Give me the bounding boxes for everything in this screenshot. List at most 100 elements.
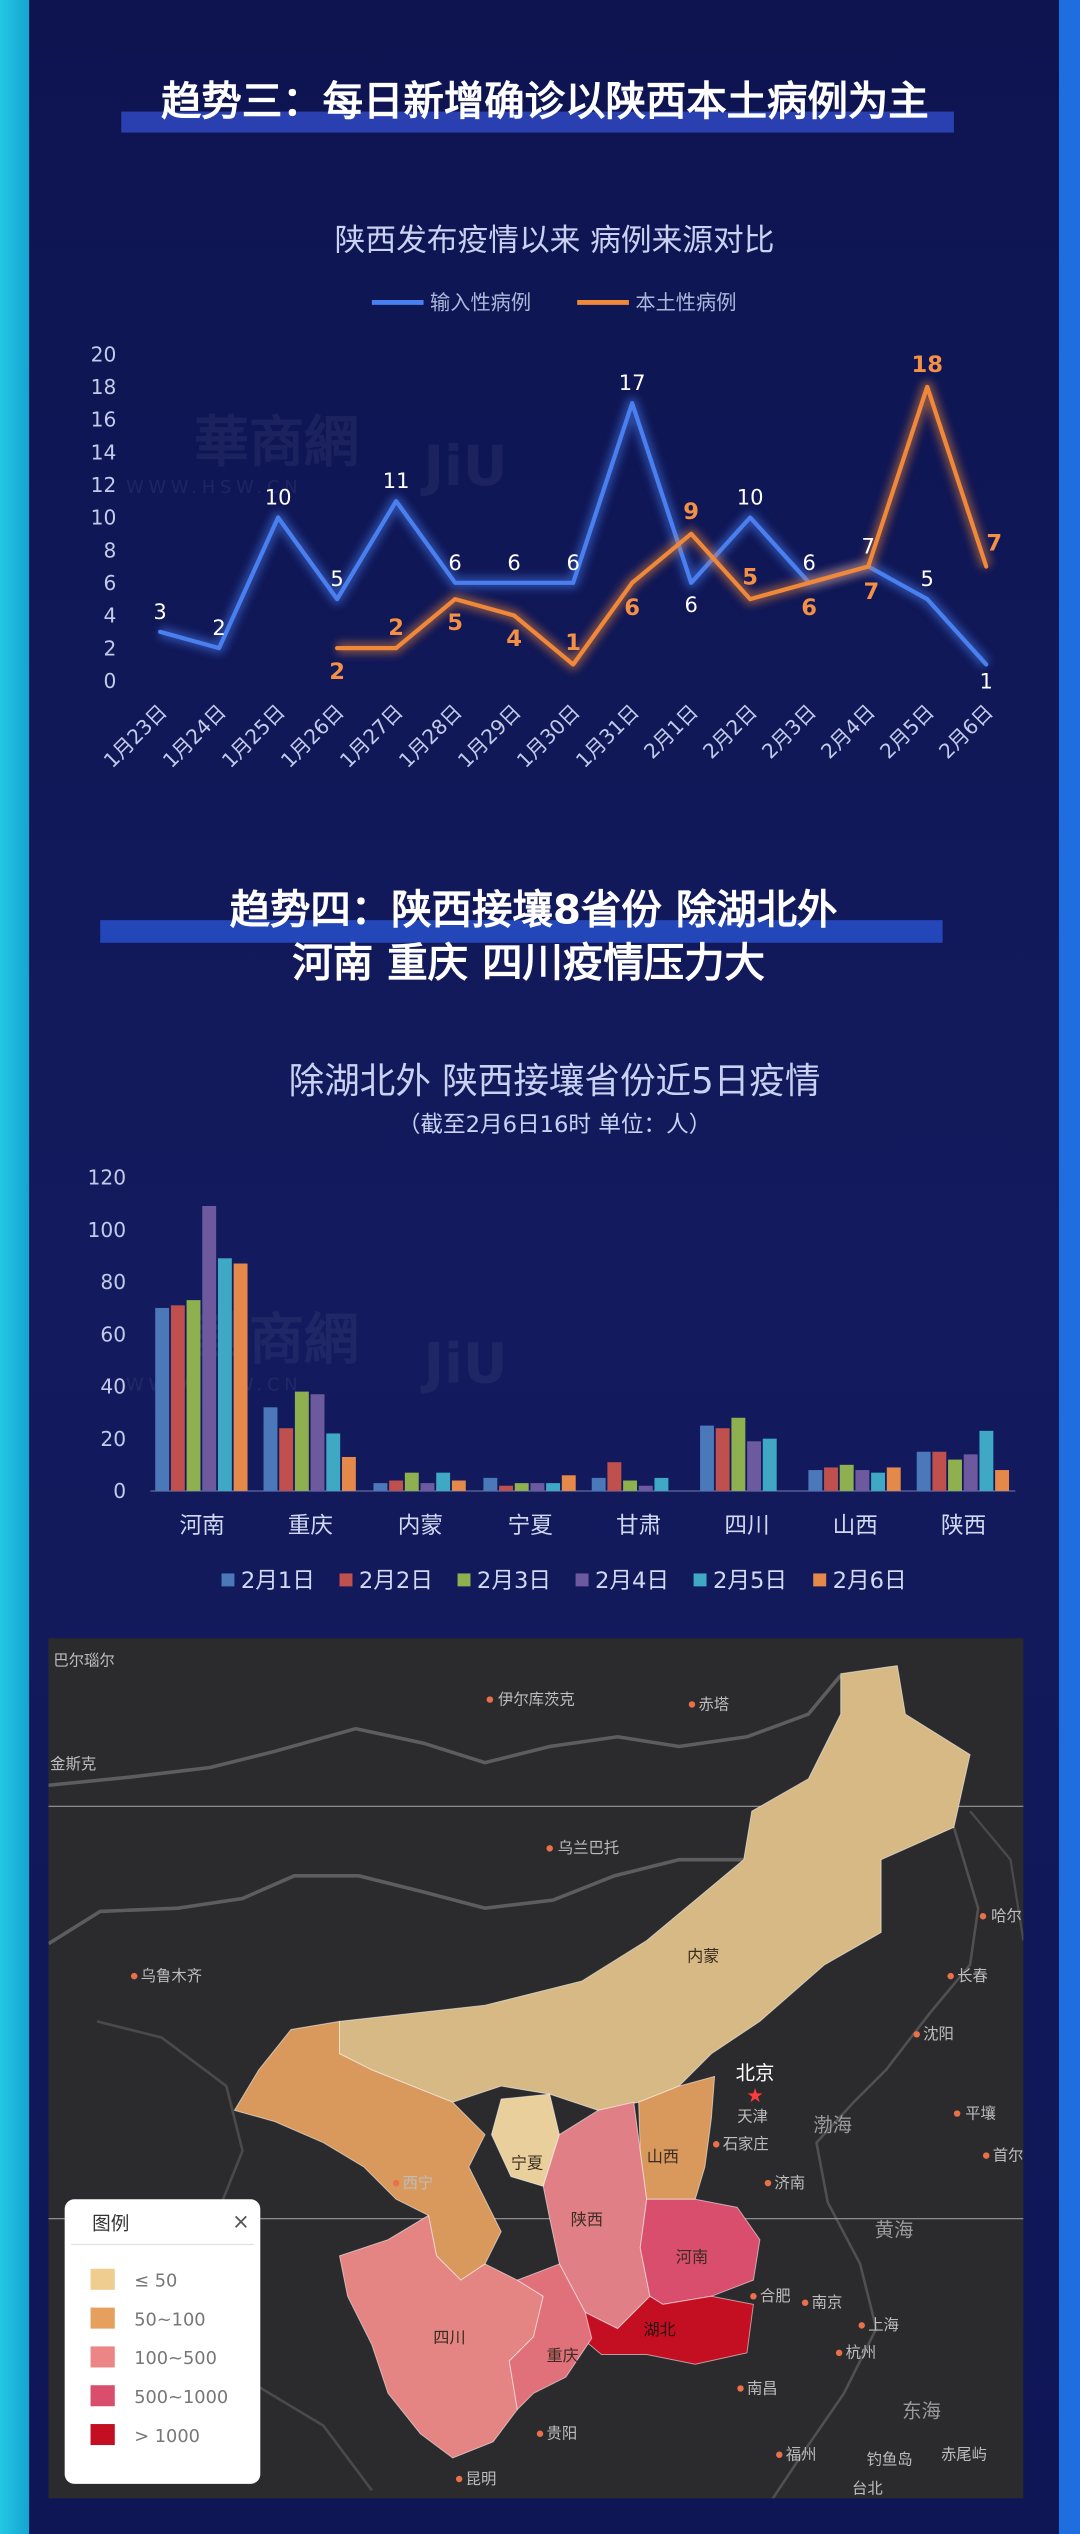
chart2-bar [995,1470,1010,1491]
map-label: 济南 [774,2174,805,2192]
chart2-bar [404,1472,419,1491]
chart1-data-label: 10 [737,485,764,510]
city-dot [536,2430,544,2437]
map-province-label: 陕西 [571,2210,603,2229]
region-inner-mongolia[interactable] [339,1665,971,2111]
chart1-data-label: 6 [507,550,520,575]
city-dot [835,2349,843,2357]
chart1-legend: 输入性病例 本土性病例 [371,291,736,315]
city-dot [392,2179,400,2187]
city-dot [801,2299,809,2306]
chart1-data-label: 1 [980,669,993,694]
chart1-data-label: 9 [683,499,699,525]
chart1-legend-imported: 输入性病例 [430,291,531,315]
map-label: 贵阳 [546,2425,577,2443]
city-dot [776,2451,783,2458]
city-dot [455,2475,463,2483]
chart2-category-label: 内蒙 [398,1513,443,1539]
chart1-data-label: 6 [803,550,816,575]
chart2-bar [591,1477,606,1491]
chart2-legend-label: 2月1日 [241,1568,315,1594]
chart2-bar [373,1483,388,1491]
chart1-ytick-label: 10 [91,506,117,530]
chart2-legend-swatch [693,1573,707,1587]
chart1-ytick-label: 18 [91,375,117,399]
chart1-data-label: 7 [862,534,875,559]
map-label: 杭州 [846,2344,877,2362]
chart2-legend-label: 2月2日 [359,1568,433,1594]
map-province-label: 河南 [676,2247,708,2266]
chart2-bar [530,1483,545,1491]
border-line [48,1857,744,1946]
chart2-bar [871,1472,886,1491]
chart2-category-label: 宁夏 [508,1513,553,1539]
map-label: 哈尔 [991,1907,1022,1925]
map-label: 合肥 [760,2287,791,2305]
city-dot [486,1696,494,1703]
chart2-bar [948,1459,962,1491]
map-label: 赤塔 [698,1695,729,1713]
chart2-ytick-label: 120 [88,1166,127,1190]
chart2-bar [233,1263,248,1491]
map-label: 伊尔库茨克 [498,1690,575,1708]
map-label: 长春 [957,1967,988,1985]
chart2-bar [546,1483,561,1491]
city-dot [130,1972,138,1980]
region-gansu[interactable] [233,2020,502,2281]
province-regions [233,1665,971,2459]
map-province-label: 重庆 [546,2346,578,2365]
chart2-category-label: 河南 [179,1513,224,1539]
map-legend-swatch [90,2346,115,2368]
map-label: 乌鲁木齐 [141,1967,202,1985]
map-sea-label: 渤海 [813,2113,852,2136]
map-label: 石家庄 [723,2135,769,2153]
chart2-bar [607,1462,622,1491]
map-legend-swatch [90,2385,115,2407]
map-legend-item-label: 500~1000 [134,2387,228,2408]
chart2-bar [294,1391,309,1491]
map-label: 南京 [812,2294,843,2312]
chart2-ytick-label: 20 [100,1427,126,1451]
chart2-legend-label: 2月3日 [477,1568,551,1594]
map-label: 台北 [852,2480,883,2498]
map-province-label: 山西 [647,2147,679,2166]
map-sea-label: 东海 [902,2400,941,2423]
chart2-subtitle: （截至2月6日16时 单位：人） [398,1112,712,1138]
map-label: 南昌 [747,2379,778,2397]
chart2-legend-label: 2月6日 [833,1568,907,1594]
region-henan[interactable] [639,2198,761,2305]
chart1-data-label: 6 [684,592,697,617]
chart1-watermark: 華商網 WWW.HSW.CN JiU [126,410,507,498]
region-chongqing[interactable] [508,2263,593,2411]
section4-title-line2: 河南 重庆 四川疫情压力大 [292,939,765,987]
chart2-bar [855,1470,870,1491]
chart1-data-label: 6 [566,550,579,575]
chart2-bar [747,1441,762,1491]
map-label: 金斯克 [50,1755,96,1773]
section4-title-highlight [100,920,943,943]
chart1-title: 陕西发布疫情以来 病例来源对比 [335,223,775,259]
chart1-legend-local: 本土性病例 [635,291,736,315]
chart2-category-label: 四川 [724,1513,769,1539]
chart1-data-label: 2 [388,615,404,641]
chart2-bar [389,1480,404,1491]
chart2-bar [451,1480,466,1491]
chart2-bar [808,1470,823,1491]
map-legend-swatch [90,2307,115,2329]
watermark-url: WWW.HSW.CN [126,477,302,498]
chart1-data-label: 5 [330,566,343,591]
map-legend-close-icon[interactable]: × [232,2208,250,2233]
chart1-data-label: 11 [383,468,410,493]
map-legend-title: 图例 [92,2214,129,2235]
chart2-bar [731,1417,746,1491]
chart2-bar [202,1206,217,1491]
chart2-ytick-label: 0 [113,1479,126,1503]
map-legend-item-label: > 1000 [134,2426,200,2447]
region-hubei[interactable] [581,2295,754,2365]
chart2-legend-swatch [457,1573,471,1587]
map-legend-swatch [90,2268,115,2290]
chart1-data-label: 5 [921,566,934,591]
chart2-ytick-label: 100 [88,1218,127,1242]
chart1-data-label: 2 [212,615,225,640]
region-shanxi[interactable] [638,2075,716,2200]
